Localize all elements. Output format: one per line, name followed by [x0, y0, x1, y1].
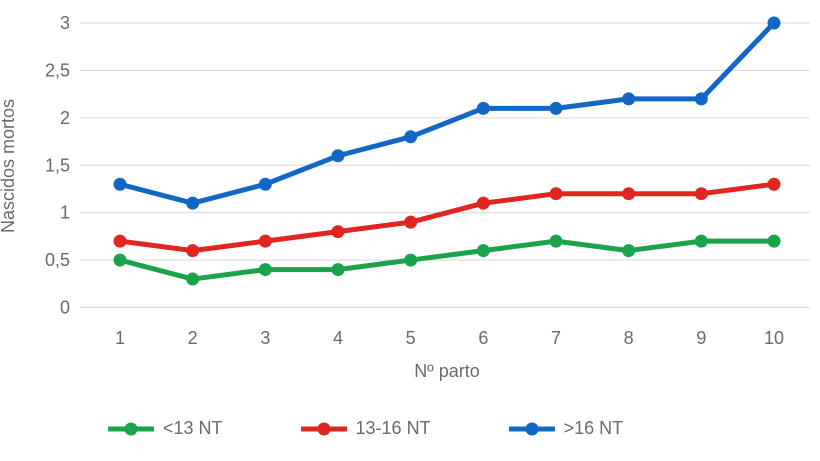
- legend-entry: <13 NT: [108, 418, 223, 439]
- data-point-marker: [549, 234, 563, 248]
- data-point-marker: [549, 187, 563, 201]
- data-point-marker: [767, 177, 781, 191]
- series-line-1: [117, 181, 777, 254]
- x-tick-label: 10: [764, 328, 784, 348]
- y-tick-label: 1: [60, 203, 70, 223]
- x-tick-label: 9: [696, 328, 706, 348]
- data-point-marker: [622, 92, 636, 106]
- data-point-marker: [186, 196, 200, 210]
- data-point-marker: [622, 244, 636, 258]
- data-point-marker: [404, 130, 418, 144]
- data-point-marker: [186, 244, 200, 258]
- x-tick-label: 4: [333, 328, 343, 348]
- data-point-marker: [258, 177, 272, 191]
- x-tick-label: 5: [406, 328, 416, 348]
- series-line-2: [117, 20, 777, 206]
- plot-area: 0 0,5 1 1,5 2 2,5 3 1 2 3 4 5 6 7 8 9 10 Nascidos morto…: [0, 13, 810, 381]
- data-point-marker: [186, 272, 200, 286]
- data-point-marker: [258, 234, 272, 248]
- data-point-marker: [331, 263, 345, 277]
- series-line-0: [117, 238, 777, 282]
- x-tick-label: 8: [624, 328, 634, 348]
- data-point-marker: [767, 234, 781, 248]
- legend-label: <13 NT: [163, 418, 223, 438]
- data-point-marker: [258, 263, 272, 277]
- legend-line-marker-icon: [300, 422, 347, 435]
- data-point-marker: [694, 234, 708, 248]
- data-point-marker: [767, 16, 781, 30]
- data-point-marker: [113, 234, 127, 248]
- x-axis-title: Nº parto: [414, 361, 480, 381]
- y-axis-tick-labels: 0 0,5 1 1,5 2 2,5 3: [45, 13, 70, 318]
- legend-line-marker-icon: [508, 422, 555, 435]
- series-lines: [113, 16, 781, 286]
- data-point-marker: [549, 101, 563, 115]
- y-tick-label: 3: [60, 13, 70, 33]
- data-point-marker: [113, 177, 127, 191]
- data-point-marker: [476, 196, 490, 210]
- data-point-marker: [476, 244, 490, 258]
- x-tick-label: 1: [115, 328, 125, 348]
- data-point-marker: [404, 253, 418, 267]
- legend-line-marker-icon: [108, 422, 154, 435]
- data-point-marker: [622, 187, 636, 201]
- legend-label: >16 NT: [563, 418, 624, 438]
- data-point-marker: [331, 149, 345, 163]
- y-tick-label: 0: [60, 298, 70, 318]
- x-tick-label: 3: [260, 328, 270, 348]
- data-point-marker: [476, 101, 490, 115]
- y-tick-label: 1,5: [45, 155, 70, 175]
- legend: <13 NT 13-16 NT >16 NT: [0, 418, 820, 439]
- data-point-marker: [331, 225, 345, 239]
- data-point-marker: [694, 187, 708, 201]
- x-tick-label: 2: [188, 328, 198, 348]
- legend-label: 13-16 NT: [355, 418, 431, 438]
- y-tick-label: 2,5: [45, 60, 70, 80]
- y-tick-label: 2: [60, 108, 70, 128]
- data-point-marker: [113, 253, 127, 267]
- gridlines: [80, 22, 810, 308]
- legend-entry: 13-16 NT: [300, 418, 431, 439]
- x-axis-tick-labels: 1 2 3 4 5 6 7 8 9 10: [115, 328, 784, 348]
- x-tick-label: 6: [478, 328, 488, 348]
- data-point-marker: [694, 92, 708, 106]
- data-point-marker: [404, 215, 418, 229]
- x-tick-label: 7: [551, 328, 561, 348]
- legend-entry: >16 NT: [508, 418, 624, 439]
- y-axis-title: Nascidos mortos: [0, 99, 18, 233]
- y-tick-label: 0,5: [45, 250, 70, 270]
